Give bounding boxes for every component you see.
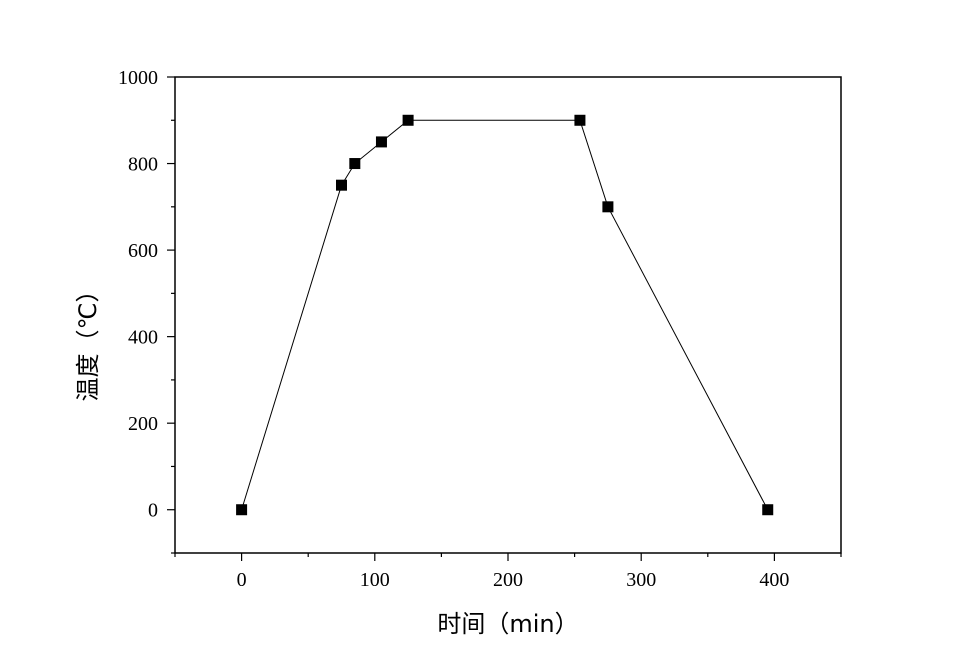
data-point [236,504,248,516]
y-tick-label: 200 [128,413,158,435]
x-axis-title: 时间（min） [437,610,578,638]
series-line [241,119,769,510]
x-tick-label: 300 [626,569,656,591]
y-axis-title: 温度（℃） [74,279,102,402]
data-point [349,158,361,170]
data-point [762,504,774,516]
y-tick-label: 0 [148,500,158,522]
x-tick-label: 100 [360,569,390,591]
data-series [236,114,774,516]
x-tick-label: 400 [759,569,789,591]
data-point [574,114,586,126]
data-point [402,114,414,126]
y-tick-label: 400 [128,327,158,349]
x-tick-label: 200 [493,569,523,591]
y-axis-ticks: 0 200 400 600 800 1000 [118,67,175,554]
x-axis-ticks: 0 100 200 300 400 [174,553,842,591]
data-point [336,179,347,191]
data-point [375,136,387,148]
y-tick-label: 600 [128,240,158,262]
y-tick-label: 1000 [118,67,158,89]
y-tick-label: 800 [128,154,158,176]
data-point [602,201,614,213]
plot-frame [174,76,842,554]
x-tick-label: 0 [237,569,247,591]
